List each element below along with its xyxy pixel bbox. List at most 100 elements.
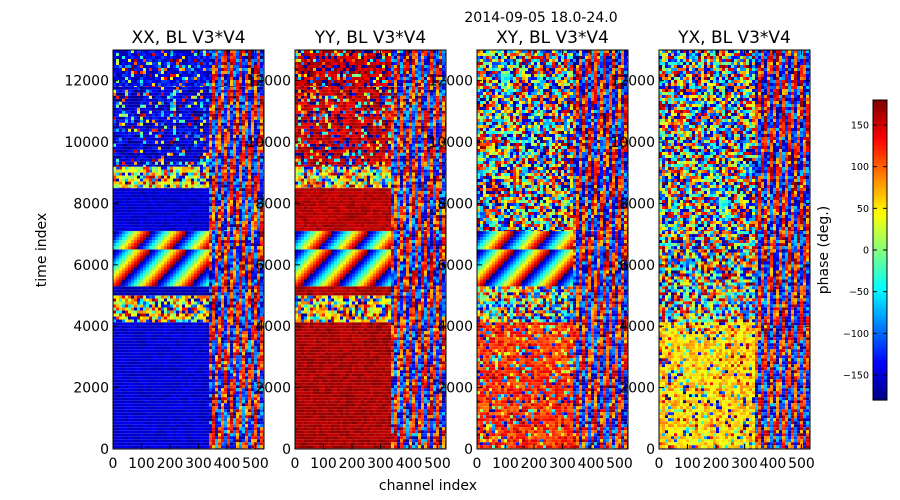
heatmap-cell (248, 421, 251, 425)
heatmap-cell (155, 249, 158, 253)
heatmap-cell (218, 184, 221, 188)
heatmap-cell (230, 400, 233, 404)
heatmap-cell (116, 379, 119, 383)
heatmap-cell (182, 194, 185, 198)
heatmap-cell (143, 316, 146, 320)
heatmap-cell (188, 181, 191, 185)
heatmap-cell (251, 194, 254, 198)
heatmap-cell (182, 367, 185, 371)
heatmap-cell (128, 334, 131, 338)
heatmap-cell (206, 261, 209, 265)
heatmap-cell (167, 376, 170, 380)
heatmap-cell (146, 433, 149, 437)
heatmap-cell (188, 175, 191, 179)
heatmap-cell (134, 340, 137, 344)
heatmap-cell (224, 361, 227, 365)
heatmap-cell (209, 221, 212, 225)
heatmap-cell (221, 304, 224, 308)
heatmap-cell (215, 403, 218, 407)
heatmap-cell (182, 172, 185, 176)
heatmap-cell (233, 415, 236, 419)
heatmap-cell (257, 334, 260, 338)
heatmap-cell (167, 364, 170, 368)
heatmap-cell (155, 328, 158, 332)
heatmap-cell (239, 442, 242, 446)
heatmap-cell (206, 325, 209, 329)
heatmap-cell (137, 203, 140, 207)
heatmap-cell (203, 361, 206, 365)
heatmap-cell (197, 400, 200, 404)
heatmap-cell (134, 370, 137, 374)
heatmap-cell (182, 418, 185, 422)
heatmap-cell (143, 313, 146, 317)
heatmap-cell (251, 415, 254, 419)
heatmap-cell (227, 181, 230, 185)
heatmap-cell (176, 212, 179, 216)
heatmap-cell (137, 361, 140, 365)
heatmap-cell (209, 243, 212, 247)
heatmap-cell (194, 355, 197, 359)
heatmap-cell (245, 261, 248, 265)
heatmap-cell (164, 286, 167, 290)
heatmap-cell (164, 316, 167, 320)
heatmap-cell (131, 343, 134, 347)
heatmap-cell (233, 412, 236, 416)
heatmap-cell (149, 394, 152, 398)
heatmap-cell (251, 172, 254, 176)
heatmap-cell (197, 322, 200, 326)
heatmap-cell (221, 264, 224, 268)
heatmap-cell (149, 412, 152, 416)
heatmap-cell (164, 328, 167, 332)
heatmap-cell (191, 439, 194, 443)
heatmap-cell (143, 188, 146, 192)
heatmap-cell (218, 172, 221, 176)
heatmap-cell (230, 166, 233, 170)
heatmap-cell (209, 261, 212, 265)
heatmap-cell (113, 421, 116, 425)
heatmap-cell (125, 322, 128, 326)
heatmap-cell (251, 391, 254, 395)
heatmap-cell (182, 212, 185, 216)
heatmap-cell (233, 227, 236, 231)
heatmap-cell (179, 175, 182, 179)
heatmap-cell (212, 394, 215, 398)
heatmap-cell (248, 328, 251, 332)
heatmap-cell (227, 340, 230, 344)
heatmap-cell (254, 412, 257, 416)
heatmap-cell (164, 191, 167, 195)
heatmap-cell (242, 178, 245, 182)
heatmap-cell (170, 197, 173, 201)
heatmap-cell (149, 175, 152, 179)
heatmap-cell (128, 175, 131, 179)
heatmap-cell (119, 349, 122, 353)
heatmap-cell (125, 403, 128, 407)
heatmap-cell (227, 430, 230, 434)
heatmap-cell (257, 307, 260, 311)
heatmap-cell (230, 352, 233, 356)
heatmap-cell (161, 442, 164, 446)
heatmap-cell (215, 358, 218, 362)
heatmap-cell (227, 215, 230, 219)
heatmap-cell (143, 349, 146, 353)
heatmap-cell (128, 361, 131, 365)
heatmap-cell (251, 240, 254, 244)
heatmap-cell (137, 252, 140, 256)
heatmap-cell (230, 285, 233, 287)
heatmap-cell (227, 442, 230, 446)
heatmap-cell (191, 418, 194, 422)
heatmap-cell (227, 261, 230, 265)
heatmap-cell (119, 276, 122, 280)
heatmap-cell (167, 237, 170, 241)
heatmap-cell (257, 361, 260, 365)
heatmap-cell (173, 361, 176, 365)
heatmap-cell (116, 418, 119, 422)
heatmap-cell (176, 346, 179, 350)
heatmap-cell (188, 433, 191, 437)
heatmap-cell (179, 166, 182, 170)
heatmap-cell (206, 188, 209, 192)
heatmap-cell (149, 252, 152, 256)
heatmap-cell (113, 337, 116, 341)
heatmap-cell (260, 367, 263, 371)
heatmap-cell (230, 328, 233, 332)
heatmap-cell (158, 397, 161, 401)
